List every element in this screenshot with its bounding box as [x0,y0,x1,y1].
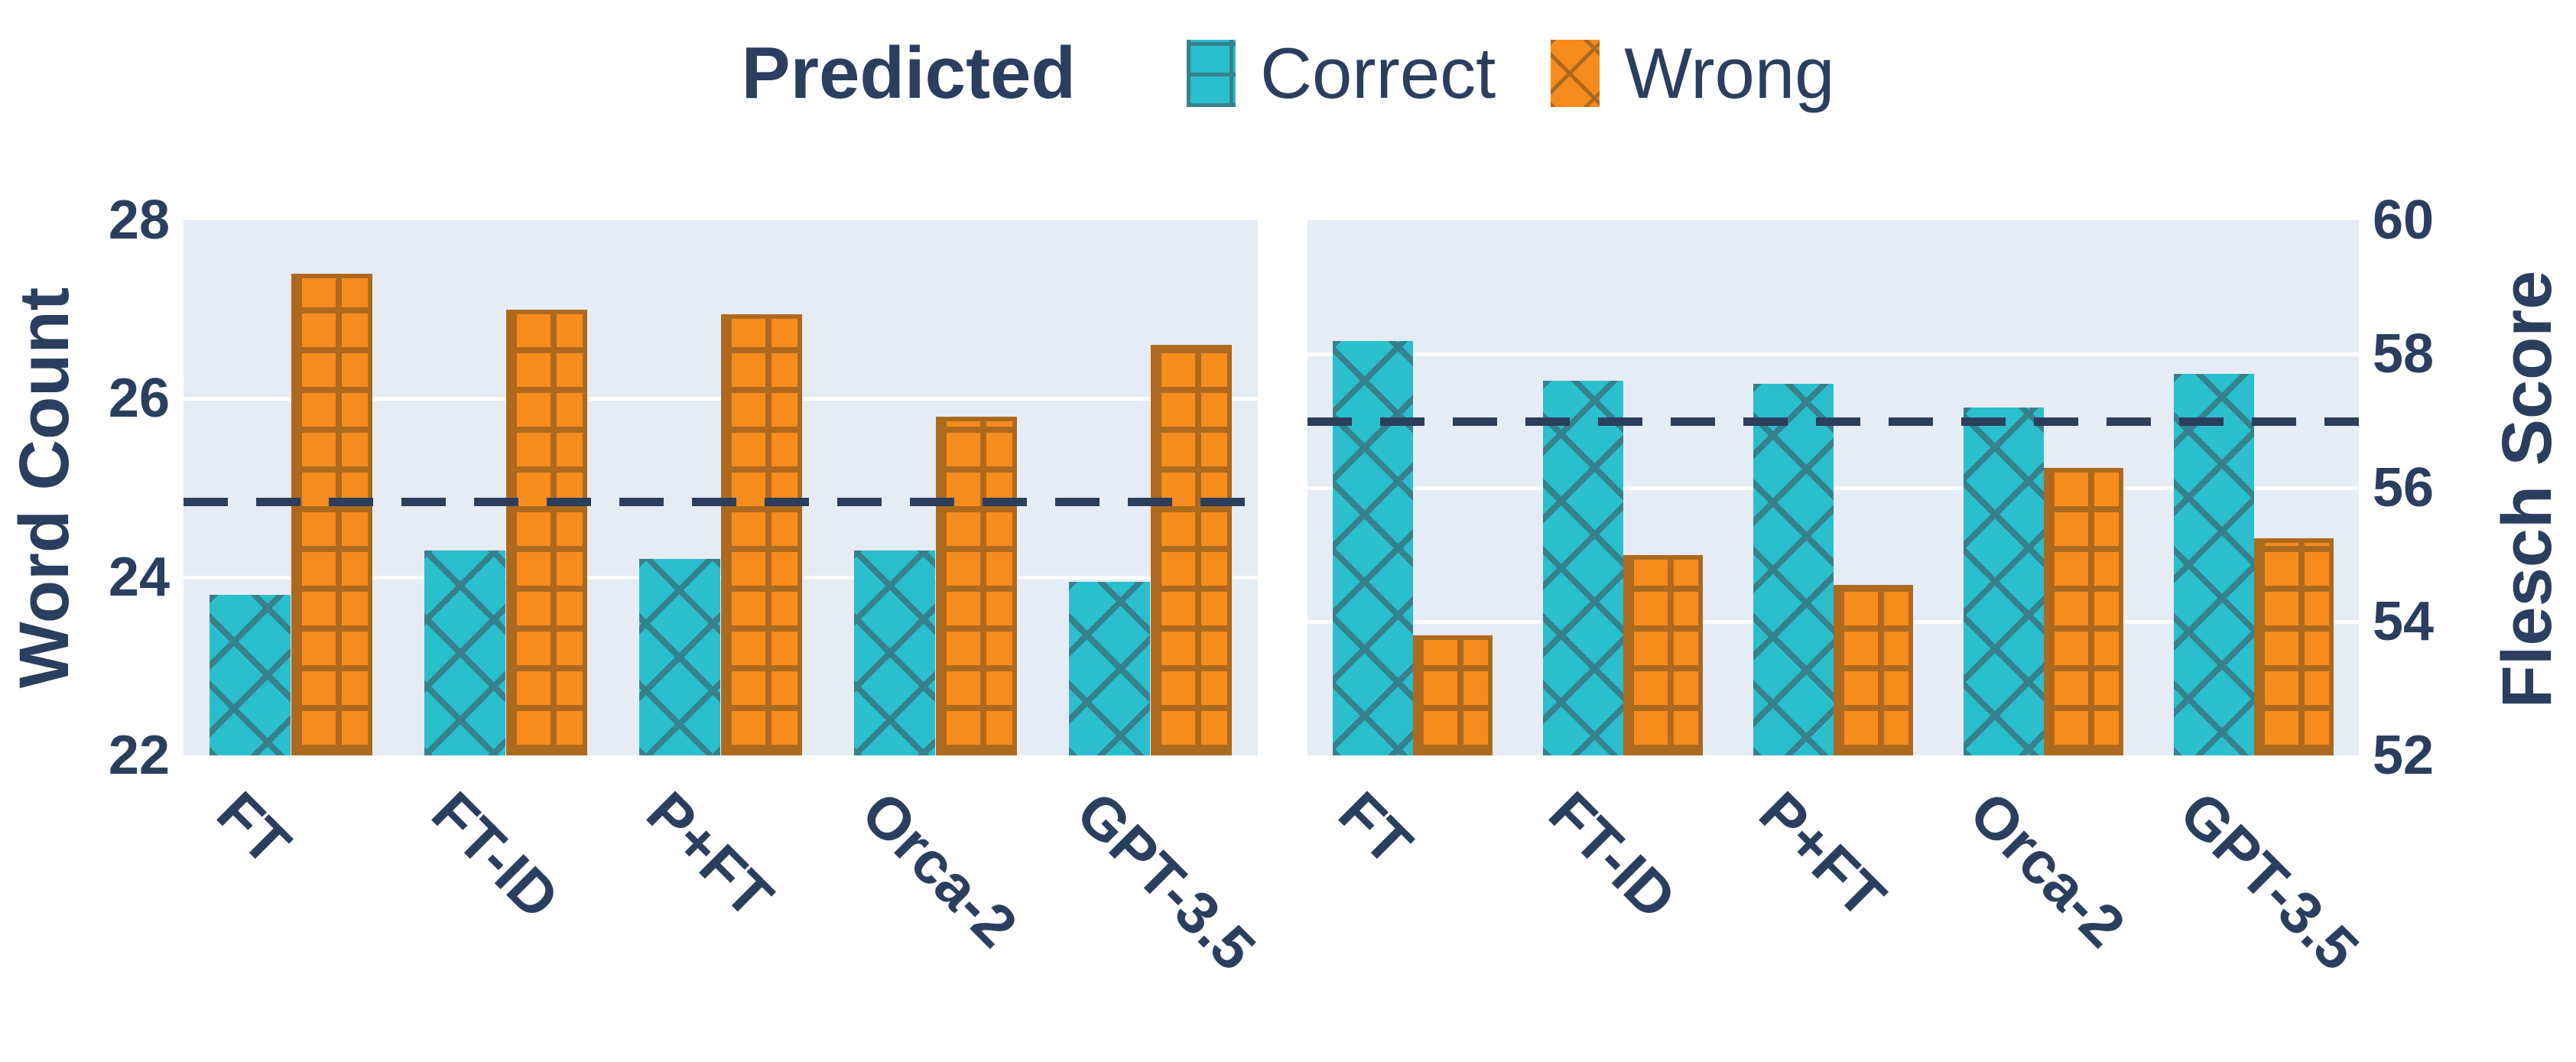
right-axis-tick-60: 60 [2373,190,2435,251]
legend-label-wrong: Wrong [1624,33,1835,113]
bar-wrong-gpt-3.5 [1150,345,1233,755]
left-axis-tick-24: 24 [108,546,170,608]
legend-label-correct: Correct [1260,33,1496,113]
reference-dashed-line [1307,417,2359,426]
x-axis-tick-ft-id: FT-ID [418,778,572,932]
x-axis-tick-orca-2: Orca-2 [1956,778,2138,960]
bar-wrong-gpt-3.5 [2253,537,2334,755]
bar-correct-p+ft [638,559,721,755]
reference-dashed-line [184,497,1258,506]
bar-correct-ft [209,595,291,755]
right-axis-tick-58: 58 [2373,323,2435,385]
bar-wrong-ft-id [1623,554,1703,755]
legend-item-wrong: Wrong [1551,32,1834,115]
x-axis-tick-ft: FT [203,778,304,879]
wrong-swatch-icon [1551,40,1600,107]
bar-correct-p+ft [1753,384,1834,755]
bar-wrong-p+ft [720,313,803,755]
legend: Predicted Correct Wrong [0,21,2576,125]
right-axis-tick-56: 56 [2373,457,2435,518]
left-axis-title: Word Count [5,287,83,689]
legend-item-correct: Correct [1187,32,1496,115]
gridline-56 [1307,486,2359,490]
x-axis-tick-gpt-3.5: GPT-3.5 [1063,778,1269,984]
x-axis-tick-p+ft: P+FT [633,778,786,931]
bar-correct-ft-id [1543,381,1623,755]
bar-wrong-p+ft [1833,584,1913,755]
gridline-58 [1307,352,2359,356]
left-axis-tick-26: 26 [108,368,170,430]
bar-correct-orca-2 [853,550,936,755]
bar-correct-gpt-3.5 [1068,581,1151,755]
bar-wrong-ft-id [505,309,588,755]
bar-wrong-ft [291,274,373,755]
bar-correct-gpt-3.5 [2174,374,2254,755]
x-axis-tick-ft: FT [1325,778,1425,879]
bar-wrong-orca-2 [935,416,1018,755]
bar-wrong-orca-2 [2043,467,2123,755]
flesch-score-plot-area [1307,220,2359,755]
bar-correct-orca-2 [1964,408,2044,755]
right-axis-tick-52: 52 [2373,725,2435,786]
legend-title: Predicted [741,32,1077,114]
bar-wrong-ft [1412,635,1493,755]
left-axis-tick-22: 22 [108,725,170,786]
right-axis-tick-54: 54 [2373,591,2435,652]
x-axis-tick-orca-2: Orca-2 [848,778,1030,960]
word-count-plot-area [184,220,1258,755]
x-axis-tick-ft-id: FT-ID [1535,778,1689,932]
bar-correct-ft [1333,340,1413,755]
bar-correct-ft-id [424,550,506,755]
left-axis-tick-28: 28 [108,190,170,251]
correct-swatch-icon [1187,40,1236,107]
x-axis-tick-p+ft: P+FT [1746,778,1899,931]
x-axis-tick-gpt-3.5: GPT-3.5 [2166,778,2372,984]
